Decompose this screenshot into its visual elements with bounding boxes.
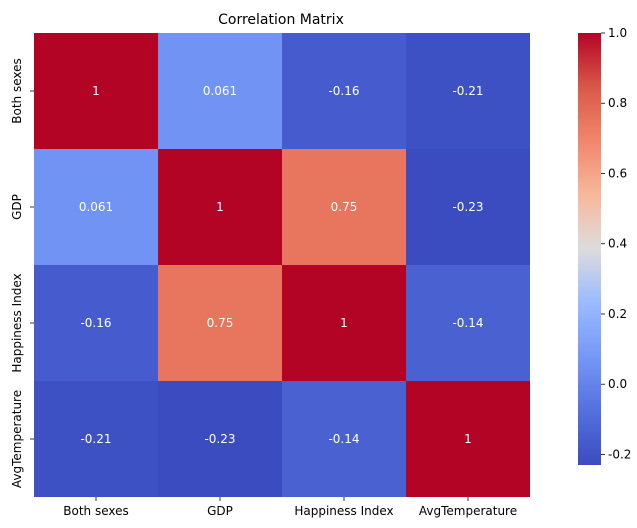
cell-value-label: 0.75 bbox=[331, 200, 358, 214]
cell-value-label: 0.061 bbox=[79, 200, 113, 214]
cell-value-label: 1 bbox=[340, 316, 348, 330]
cell-value-label: 1 bbox=[464, 432, 472, 446]
y-tick-label: Both sexes bbox=[10, 58, 24, 124]
colorbar bbox=[578, 33, 601, 465]
heatmap-cell bbox=[282, 149, 406, 265]
cell-value-label: -0.14 bbox=[452, 316, 483, 330]
colorbar-tick-label: -0.2 bbox=[608, 447, 631, 461]
cell-value-label: 0.061 bbox=[203, 84, 237, 98]
colorbar-tick-label: 0.6 bbox=[608, 166, 627, 180]
heatmap-cell bbox=[406, 149, 530, 265]
cell-value-label: 1 bbox=[216, 200, 224, 214]
colorbar-axis: 1.0 0.8 0.6 0.4 0.2 0.0 -0.2 bbox=[601, 26, 631, 461]
heatmap-cell bbox=[34, 149, 158, 265]
cell-value-label: -0.23 bbox=[452, 200, 483, 214]
cell-value-label: -0.23 bbox=[204, 432, 235, 446]
x-tick-label: AvgTemperature bbox=[419, 504, 517, 518]
cell-value-label: -0.16 bbox=[328, 84, 359, 98]
x-tick-label: GDP bbox=[207, 504, 233, 518]
heatmap-cell bbox=[406, 381, 530, 497]
colorbar-tick-label: 0.4 bbox=[608, 237, 627, 251]
cell-value-label: 0.75 bbox=[207, 316, 234, 330]
cell-value-label: -0.21 bbox=[80, 432, 111, 446]
y-tick-label: Happiness Index bbox=[10, 273, 24, 372]
y-axis: Both sexes GDP Happiness Index AvgTemperatu… bbox=[10, 58, 34, 488]
x-axis: Both sexes GDP Happiness Index AvgTemperatu… bbox=[63, 497, 517, 518]
heatmap-cell bbox=[158, 265, 282, 381]
cell-value-label: -0.16 bbox=[80, 316, 111, 330]
heatmap-cell bbox=[158, 381, 282, 497]
colorbar-tick-label: 0.8 bbox=[608, 96, 627, 110]
cell-value-label: 1 bbox=[92, 84, 100, 98]
heatmap-cell bbox=[34, 381, 158, 497]
colorbar-tick-label: 1.0 bbox=[608, 26, 627, 40]
heatmap-cell bbox=[34, 265, 158, 381]
heatmap-cell bbox=[158, 149, 282, 265]
y-tick-label: GDP bbox=[10, 194, 24, 220]
heatmap-cell bbox=[282, 265, 406, 381]
heatmap-cell bbox=[282, 33, 406, 149]
cell-value-label: -0.14 bbox=[328, 432, 359, 446]
heatmap-cells: 1 0.061 -0.16 -0.21 0.061 1 0.75 -0.23 -0.16 0.75… bbox=[34, 33, 530, 497]
heatmap-cell bbox=[282, 381, 406, 497]
x-tick-label: Happiness Index bbox=[294, 504, 393, 518]
heatmap-cell bbox=[158, 33, 282, 149]
cell-value-label: -0.21 bbox=[452, 84, 483, 98]
colorbar-tick-label: 0.0 bbox=[608, 377, 627, 391]
x-tick-label: Both sexes bbox=[63, 504, 129, 518]
colorbar-tick-label: 0.2 bbox=[608, 307, 627, 321]
heatmap-cell bbox=[406, 33, 530, 149]
chart-title: Correlation Matrix bbox=[218, 12, 344, 28]
heatmap-cell bbox=[34, 33, 158, 149]
heatmap-cell bbox=[406, 265, 530, 381]
y-tick-label: AvgTemperature bbox=[10, 390, 24, 488]
